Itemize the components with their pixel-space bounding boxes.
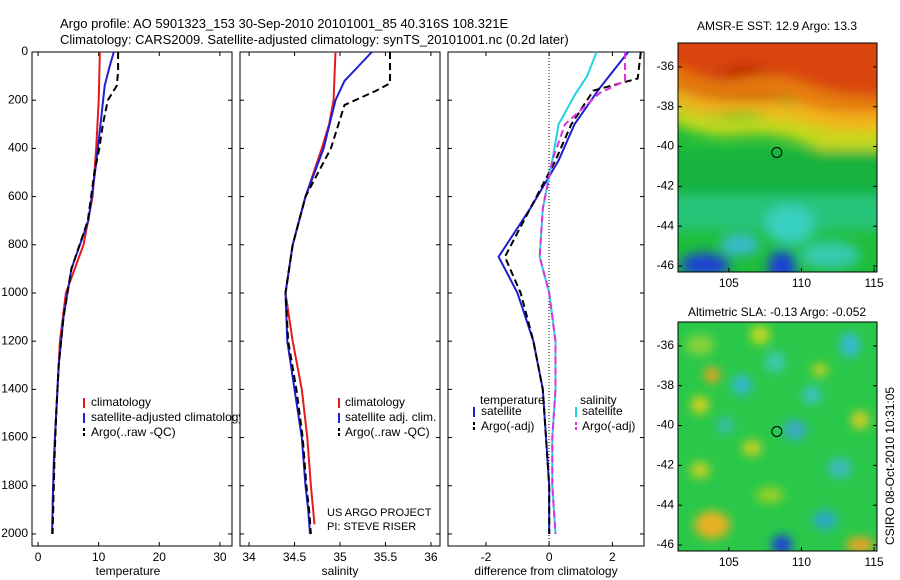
argo-float-marker [771, 147, 783, 158]
lat-tick-label: -40 [657, 418, 675, 432]
x-tick-label: 20 [153, 550, 167, 564]
legend-label: satellite [582, 404, 623, 418]
legend-label: climatology [91, 395, 151, 409]
series-line-argo-raw-qc [51, 52, 120, 535]
figure-title-line2: Climatology: CARS2009. Satellite-adjuste… [60, 32, 569, 47]
y-tick-label: 1600 [1, 430, 28, 444]
legend-group-title: temperature [480, 393, 545, 407]
lat-tick-label: -42 [657, 179, 675, 193]
x-tick-label: 30 [213, 550, 227, 564]
x-tick-label: 0 [546, 550, 553, 564]
x-tick-label: 2 [609, 550, 616, 564]
y-tick-label: 400 [8, 141, 28, 155]
legend-label: satellite [481, 404, 522, 418]
temperature-panel: 0 200 400 600 800 1000 1200 1400 1600 1800 2000 0 1… [1, 44, 244, 578]
salinity-xlabel: salinity [322, 564, 359, 578]
temperature-profiles [51, 51, 120, 535]
legend-label: satellite adj. clim. [345, 410, 436, 424]
salinity-axes [239, 51, 441, 547]
salinity-legend: climatology satellite adj. clim. Argo(..… [338, 395, 436, 439]
y-tick-label: 1000 [1, 285, 28, 299]
legend-group-title: salinity [580, 393, 617, 407]
sla-map-panel: Altimetric SLA: -0.13 Argo: -0.052 [657, 305, 884, 569]
salinity-profiles [284, 51, 391, 535]
difference-xlabel: difference from climatology [474, 564, 617, 578]
temperature-xlabel: temperature [96, 564, 161, 578]
lat-tick-label: -44 [657, 497, 675, 511]
legend-label: Argo(-adj) [481, 419, 534, 433]
y-tick-label: 600 [8, 189, 28, 203]
sst-map-title: AMSR-E SST: 12.9 Argo: 13.3 [697, 19, 857, 33]
y-tick-label: 1400 [1, 382, 28, 396]
x-tick-label: 35.5 [374, 550, 398, 564]
lat-tick-label: -46 [657, 258, 675, 272]
y-tick-label: 0 [21, 44, 28, 58]
sst-map-image [678, 43, 877, 272]
credit-line2: PI: STEVE RISER [327, 521, 416, 533]
lat-tick-label: -42 [657, 458, 675, 472]
temperature-legend: climatology satellite-adjusted climatolo… [83, 395, 244, 439]
salinity-panel: 34 34.5 35 35.5 36 salinity climatology sate… [239, 51, 441, 578]
lat-tick-label: -40 [657, 139, 675, 153]
credit-line1: US ARGO PROJECT [327, 507, 432, 519]
lon-tick-label: 110 [792, 276, 811, 290]
argo-float-marker [771, 426, 783, 437]
difference-legend: temperature satellite Argo(-adj) salinit… [473, 393, 635, 433]
series-line-temperature-satellite [497, 51, 629, 534]
lon-tick-label: 105 [719, 276, 739, 290]
sst-map-panel: AMSR-E SST: 12.9 Argo: 13.3 -36 -38 -40 -42… [657, 19, 884, 290]
lat-tick-label: -38 [657, 378, 675, 392]
sla-map-title: Altimetric SLA: -0.13 Argo: -0.052 [688, 305, 866, 319]
depth-axis-ticks: 0 200 400 600 800 1000 1200 1400 1600 1800 2000 [1, 44, 232, 540]
series-line-temperature-argo-adj [503, 51, 642, 534]
lon-tick-label: 115 [865, 276, 884, 290]
lon-tick-label: 105 [719, 555, 739, 569]
x-tick-label: 0 [35, 550, 42, 564]
series-line-salinity-argo-adj [538, 52, 626, 535]
difference-axes [447, 51, 645, 547]
lat-tick-label: -46 [657, 537, 675, 551]
y-tick-label: 200 [8, 92, 28, 106]
sla-map-image [678, 322, 877, 551]
sla-map-ticks: -36 -38 -40 -42 -44 -46 105 110 115 [657, 338, 884, 569]
x-tick-label: 35 [333, 550, 347, 564]
x-tick-label: 36 [424, 550, 438, 564]
legend-label: Argo(..raw -QC) [91, 425, 176, 439]
x-tick-label: 10 [92, 550, 106, 564]
lon-tick-label: 115 [865, 555, 884, 569]
depth-axis-ticks [448, 51, 644, 535]
legend-label: climatology [345, 395, 405, 409]
lon-tick-label: 110 [792, 555, 811, 569]
sst-map-ticks: -36 -38 -40 -42 -44 -46 105 110 115 [657, 59, 884, 290]
salinity-axis-ticks: 34 34.5 35 35.5 36 [242, 52, 438, 564]
depth-axis-ticks [240, 51, 440, 535]
temperature-axes [31, 51, 233, 547]
y-tick-label: 1200 [1, 333, 28, 347]
difference-profiles [497, 51, 642, 535]
legend-label: Argo(..raw -QC) [345, 425, 430, 439]
difference-panel: -2 0 2 difference from climatology tempera… [447, 51, 645, 578]
lat-tick-label: -38 [657, 99, 675, 113]
series-line-argo-raw-qc [284, 52, 391, 535]
y-tick-label: 2000 [1, 526, 28, 540]
temperature-axis-ticks: 0 10 20 30 [35, 52, 227, 564]
side-label: CSIRO 08-Oct-2010 10:31:05 [883, 387, 897, 545]
y-tick-label: 1800 [1, 478, 28, 492]
figure-title-line1: Argo profile: AO 5901323_153 30-Sep-2010… [60, 16, 508, 31]
x-tick-label: 34.5 [283, 550, 307, 564]
lat-tick-label: -36 [657, 338, 675, 352]
legend-label: satellite-adjusted climatology [91, 410, 244, 424]
lat-tick-label: -44 [657, 218, 675, 232]
x-tick-label: -2 [481, 550, 492, 564]
difference-axis-ticks: -2 0 2 [481, 52, 616, 564]
x-tick-label: 34 [242, 550, 256, 564]
lat-tick-label: -36 [657, 59, 675, 73]
legend-label: Argo(-adj) [582, 419, 635, 433]
y-tick-label: 800 [8, 237, 28, 251]
